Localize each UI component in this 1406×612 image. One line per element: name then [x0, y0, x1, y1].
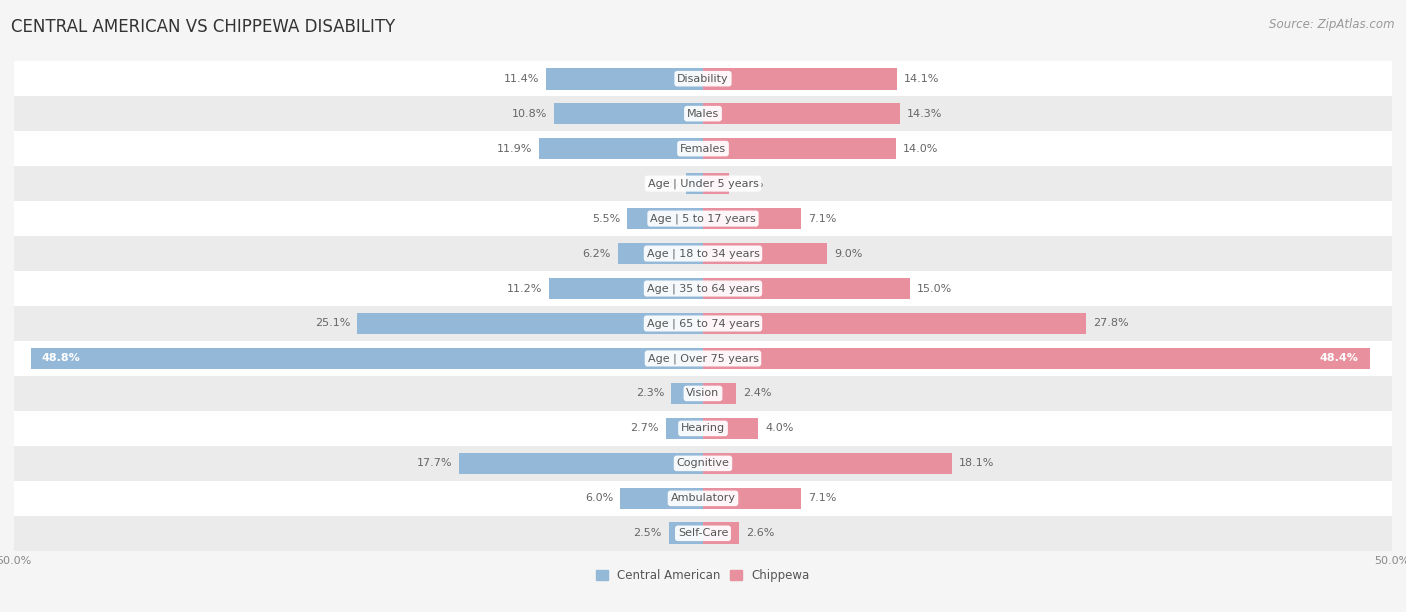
Bar	[703, 488, 801, 509]
Bar	[14, 376, 1392, 411]
Text: 15.0%: 15.0%	[917, 283, 952, 294]
Bar	[703, 138, 896, 160]
Bar	[669, 523, 703, 544]
Bar	[703, 417, 758, 439]
Bar	[627, 207, 703, 230]
Text: Age | 35 to 64 years: Age | 35 to 64 years	[647, 283, 759, 294]
Text: Vision: Vision	[686, 389, 720, 398]
Bar	[14, 166, 1392, 201]
Text: Females: Females	[681, 144, 725, 154]
Text: Hearing: Hearing	[681, 424, 725, 433]
Text: Source: ZipAtlas.com: Source: ZipAtlas.com	[1270, 18, 1395, 31]
Text: 14.3%: 14.3%	[907, 109, 942, 119]
Text: 6.2%: 6.2%	[582, 248, 610, 258]
Text: 2.6%: 2.6%	[745, 528, 775, 539]
Bar	[460, 452, 703, 474]
Bar	[14, 201, 1392, 236]
Bar	[538, 138, 703, 160]
Bar	[546, 68, 703, 89]
Text: 14.0%: 14.0%	[903, 144, 938, 154]
Bar	[671, 382, 703, 405]
Bar	[703, 382, 737, 405]
Text: 4.0%: 4.0%	[765, 424, 793, 433]
Text: 14.1%: 14.1%	[904, 73, 939, 84]
Bar	[703, 68, 897, 89]
Text: 1.2%: 1.2%	[651, 179, 679, 188]
Text: 17.7%: 17.7%	[416, 458, 453, 468]
Text: Age | Under 5 years: Age | Under 5 years	[648, 178, 758, 189]
Text: 11.9%: 11.9%	[496, 144, 531, 154]
Bar	[703, 523, 738, 544]
Text: CENTRAL AMERICAN VS CHIPPEWA DISABILITY: CENTRAL AMERICAN VS CHIPPEWA DISABILITY	[11, 18, 395, 36]
Text: 2.4%: 2.4%	[742, 389, 772, 398]
Text: 6.0%: 6.0%	[585, 493, 613, 503]
Bar	[617, 243, 703, 264]
Text: 48.8%: 48.8%	[42, 354, 80, 364]
Bar	[14, 446, 1392, 481]
Bar	[31, 348, 703, 369]
Text: Cognitive: Cognitive	[676, 458, 730, 468]
Bar	[14, 411, 1392, 446]
Text: Males: Males	[688, 109, 718, 119]
Text: 18.1%: 18.1%	[959, 458, 994, 468]
Bar	[14, 131, 1392, 166]
Bar	[357, 313, 703, 334]
Text: 25.1%: 25.1%	[315, 318, 350, 329]
Bar	[703, 173, 730, 195]
Text: 10.8%: 10.8%	[512, 109, 547, 119]
Bar	[703, 207, 801, 230]
Text: 1.9%: 1.9%	[737, 179, 765, 188]
Text: 5.5%: 5.5%	[592, 214, 620, 223]
Text: 11.2%: 11.2%	[506, 283, 541, 294]
Text: Age | 5 to 17 years: Age | 5 to 17 years	[650, 214, 756, 224]
Legend: Central American, Chippewa: Central American, Chippewa	[592, 564, 814, 586]
Bar	[686, 173, 703, 195]
Text: 7.1%: 7.1%	[807, 214, 837, 223]
Text: 7.1%: 7.1%	[807, 493, 837, 503]
Bar	[620, 488, 703, 509]
Bar	[703, 103, 900, 124]
Text: 9.0%: 9.0%	[834, 248, 862, 258]
Text: 11.4%: 11.4%	[503, 73, 538, 84]
Bar	[548, 278, 703, 299]
Text: 48.4%: 48.4%	[1320, 354, 1358, 364]
Bar	[703, 348, 1369, 369]
Bar	[14, 341, 1392, 376]
Bar	[703, 452, 952, 474]
Text: 2.7%: 2.7%	[630, 424, 659, 433]
Text: 2.3%: 2.3%	[636, 389, 665, 398]
Bar	[14, 61, 1392, 96]
Bar	[14, 271, 1392, 306]
Text: Disability: Disability	[678, 73, 728, 84]
Text: Ambulatory: Ambulatory	[671, 493, 735, 503]
Bar	[14, 96, 1392, 131]
Bar	[703, 243, 827, 264]
Text: Age | 65 to 74 years: Age | 65 to 74 years	[647, 318, 759, 329]
Bar	[703, 313, 1085, 334]
Bar	[14, 306, 1392, 341]
Text: Age | Over 75 years: Age | Over 75 years	[648, 353, 758, 364]
Text: Age | 18 to 34 years: Age | 18 to 34 years	[647, 248, 759, 259]
Text: 2.5%: 2.5%	[633, 528, 662, 539]
Bar	[14, 236, 1392, 271]
Text: Self-Care: Self-Care	[678, 528, 728, 539]
Bar	[666, 417, 703, 439]
Bar	[14, 516, 1392, 551]
Text: 27.8%: 27.8%	[1092, 318, 1129, 329]
Bar	[703, 278, 910, 299]
Bar	[554, 103, 703, 124]
Bar	[14, 481, 1392, 516]
